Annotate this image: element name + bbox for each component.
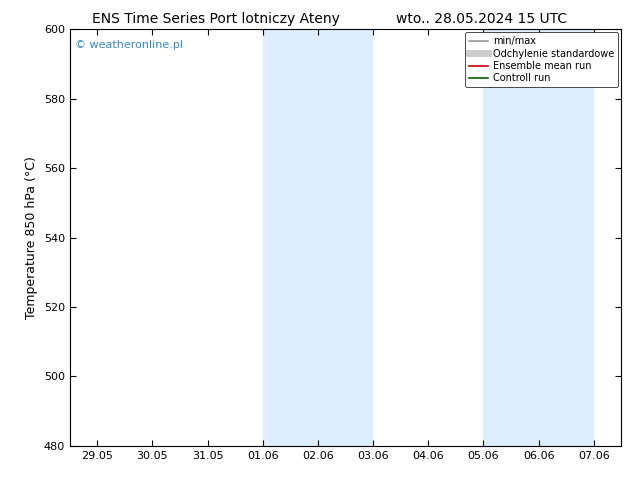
- Y-axis label: Temperature 850 hPa (°C): Temperature 850 hPa (°C): [25, 156, 38, 319]
- Text: wto.. 28.05.2024 15 UTC: wto.. 28.05.2024 15 UTC: [396, 12, 567, 26]
- Legend: min/max, Odchylenie standardowe, Ensemble mean run, Controll run: min/max, Odchylenie standardowe, Ensembl…: [465, 32, 618, 87]
- Text: ENS Time Series Port lotniczy Ateny: ENS Time Series Port lotniczy Ateny: [92, 12, 339, 26]
- Text: © weatheronline.pl: © weatheronline.pl: [75, 40, 183, 50]
- Bar: [262, 29, 373, 446]
- Bar: [483, 29, 593, 446]
